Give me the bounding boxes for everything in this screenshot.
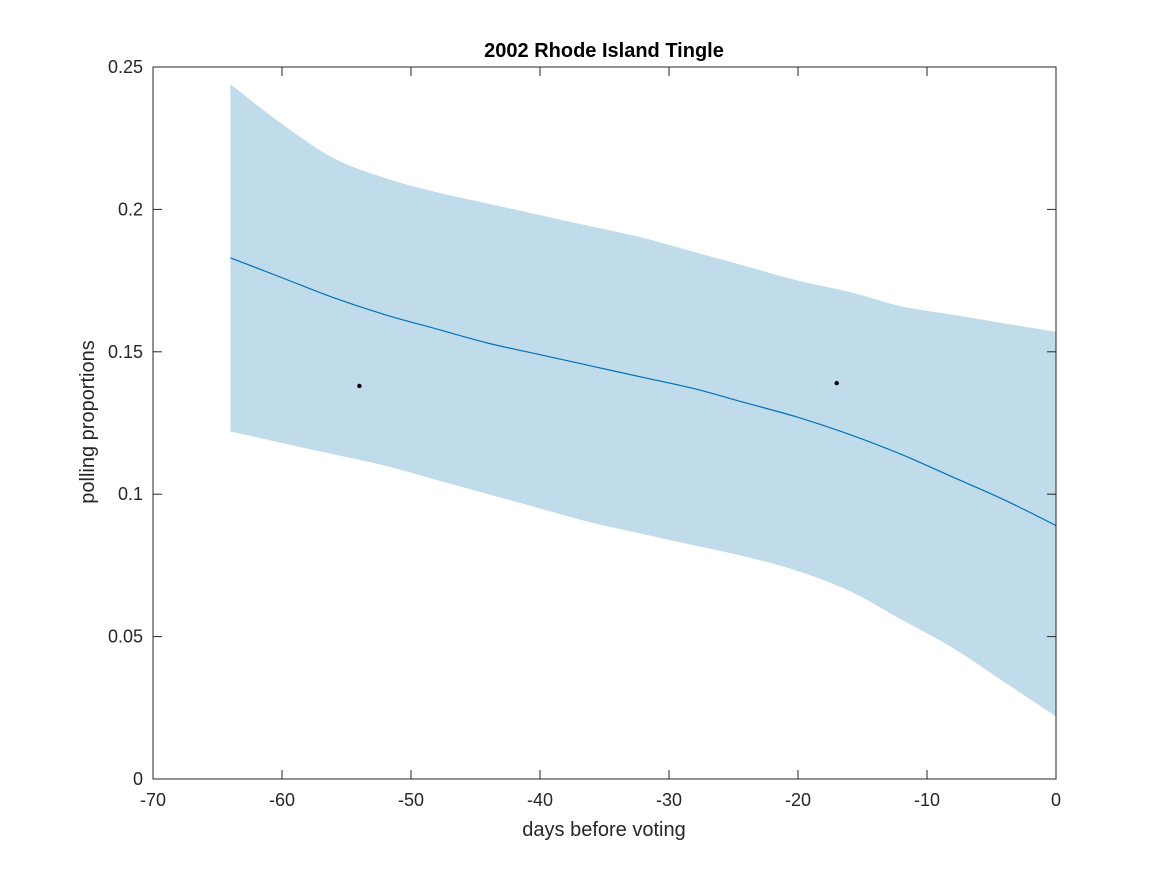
confidence-band bbox=[230, 84, 1056, 717]
poll-point bbox=[357, 383, 362, 389]
x-axis-label: days before voting bbox=[522, 819, 685, 841]
y-tick-label: 0.25 bbox=[108, 57, 143, 77]
x-tick-label: 0 bbox=[1051, 790, 1061, 810]
x-tick-label: -30 bbox=[656, 790, 682, 810]
chart-title: 2002 Rhode Island Tingle bbox=[484, 40, 724, 62]
y-axis-label: polling proportions bbox=[77, 340, 99, 503]
x-tick-label: -50 bbox=[398, 790, 424, 810]
x-tick-label: -70 bbox=[140, 790, 166, 810]
poll-point bbox=[834, 380, 839, 386]
y-tick-label: 0.05 bbox=[108, 627, 143, 647]
plot-area bbox=[230, 84, 1057, 717]
x-tick-label: -10 bbox=[914, 790, 940, 810]
trend-line bbox=[230, 257, 1057, 527]
x-tick-label: -20 bbox=[785, 790, 811, 810]
y-tick-label: 0.15 bbox=[108, 342, 143, 362]
y-tick-label: 0.2 bbox=[118, 199, 143, 219]
y-tick-label: 0.1 bbox=[118, 484, 143, 504]
x-tick-label: -60 bbox=[269, 790, 295, 810]
x-tick-label: -40 bbox=[527, 790, 553, 810]
axes-box bbox=[152, 66, 1057, 780]
axes: -70 -60 -50 -40 -30 -20 -10 0 0 0.05 0.1 0.15 0.2 0.2… bbox=[108, 57, 1061, 810]
y-tick-label: 0 bbox=[133, 769, 143, 789]
